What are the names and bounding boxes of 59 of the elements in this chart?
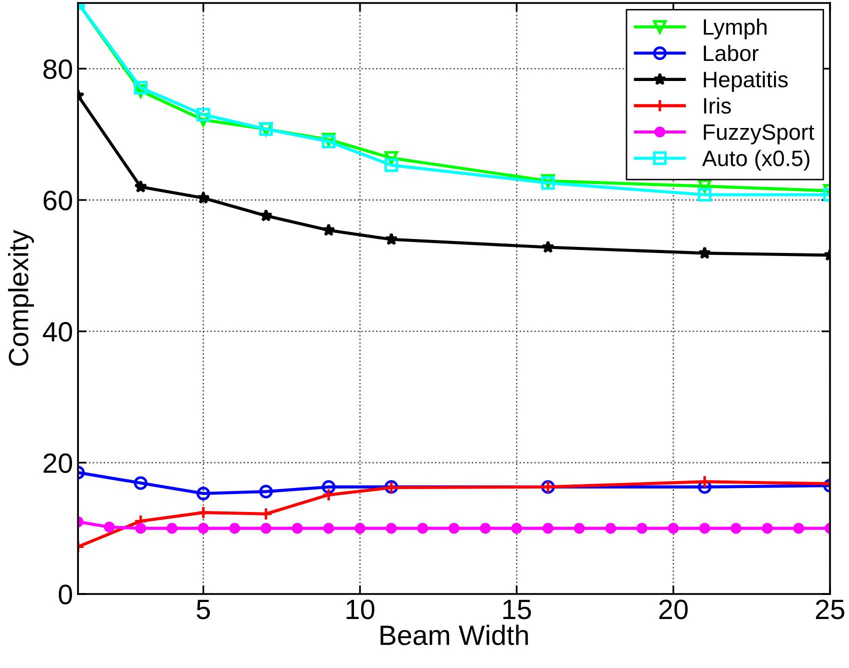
point: [511, 522, 522, 534]
point: [480, 522, 491, 534]
y-tick-label: 0: [58, 584, 72, 604]
point: [386, 522, 397, 534]
point: [762, 522, 773, 534]
point: [134, 476, 148, 490]
x-axis-title: Beam Width: [380, 624, 528, 646]
point: [292, 522, 303, 534]
point: [417, 522, 428, 534]
point: [699, 522, 710, 534]
legend-label: Iris: [704, 97, 731, 114]
point: [134, 80, 148, 95]
point: [730, 522, 742, 534]
point: [259, 208, 273, 222]
point: [793, 522, 804, 534]
point: [384, 232, 398, 246]
y-tick-label: 60: [44, 190, 72, 210]
point: [322, 480, 336, 494]
point: [196, 191, 210, 204]
point: [384, 158, 398, 172]
point: [135, 522, 146, 534]
legend-label: Hepatitis: [704, 71, 788, 92]
x-tick-label: 20: [659, 600, 688, 620]
point: [196, 506, 210, 520]
point: [104, 522, 115, 532]
point: [322, 488, 336, 502]
point: [166, 522, 178, 534]
x-tick-label: 10: [346, 600, 374, 620]
point: [542, 522, 554, 534]
y-axis-title: Complexity: [8, 230, 34, 366]
point: [198, 522, 209, 534]
point: [574, 522, 585, 534]
point: [698, 188, 712, 202]
point: [229, 522, 240, 534]
x-tick-label: 25: [816, 600, 844, 620]
point: [605, 522, 616, 534]
point: [541, 240, 555, 254]
point: [260, 522, 272, 534]
point: [698, 246, 712, 259]
point: [448, 522, 460, 534]
point: [322, 223, 336, 236]
point: [636, 522, 648, 534]
y-tick-label: 20: [44, 453, 72, 474]
y-tick-label: 40: [42, 322, 72, 342]
point: [259, 507, 273, 521]
point: [196, 108, 210, 122]
legend-label: Auto (x0.5): [702, 150, 810, 171]
x-tick-label: 5: [196, 600, 210, 620]
legend-label: Labor: [704, 44, 759, 62]
point: [196, 486, 210, 500]
legend-label: Lymph: [704, 18, 766, 40]
point: [668, 522, 679, 534]
y-tick-label: 80: [43, 59, 72, 80]
point: [134, 180, 148, 193]
point: [323, 522, 334, 534]
x-tick-label: 15: [503, 600, 531, 620]
point: [259, 484, 273, 498]
point: [354, 522, 366, 534]
legend-label: FuzzySport: [704, 124, 814, 144]
